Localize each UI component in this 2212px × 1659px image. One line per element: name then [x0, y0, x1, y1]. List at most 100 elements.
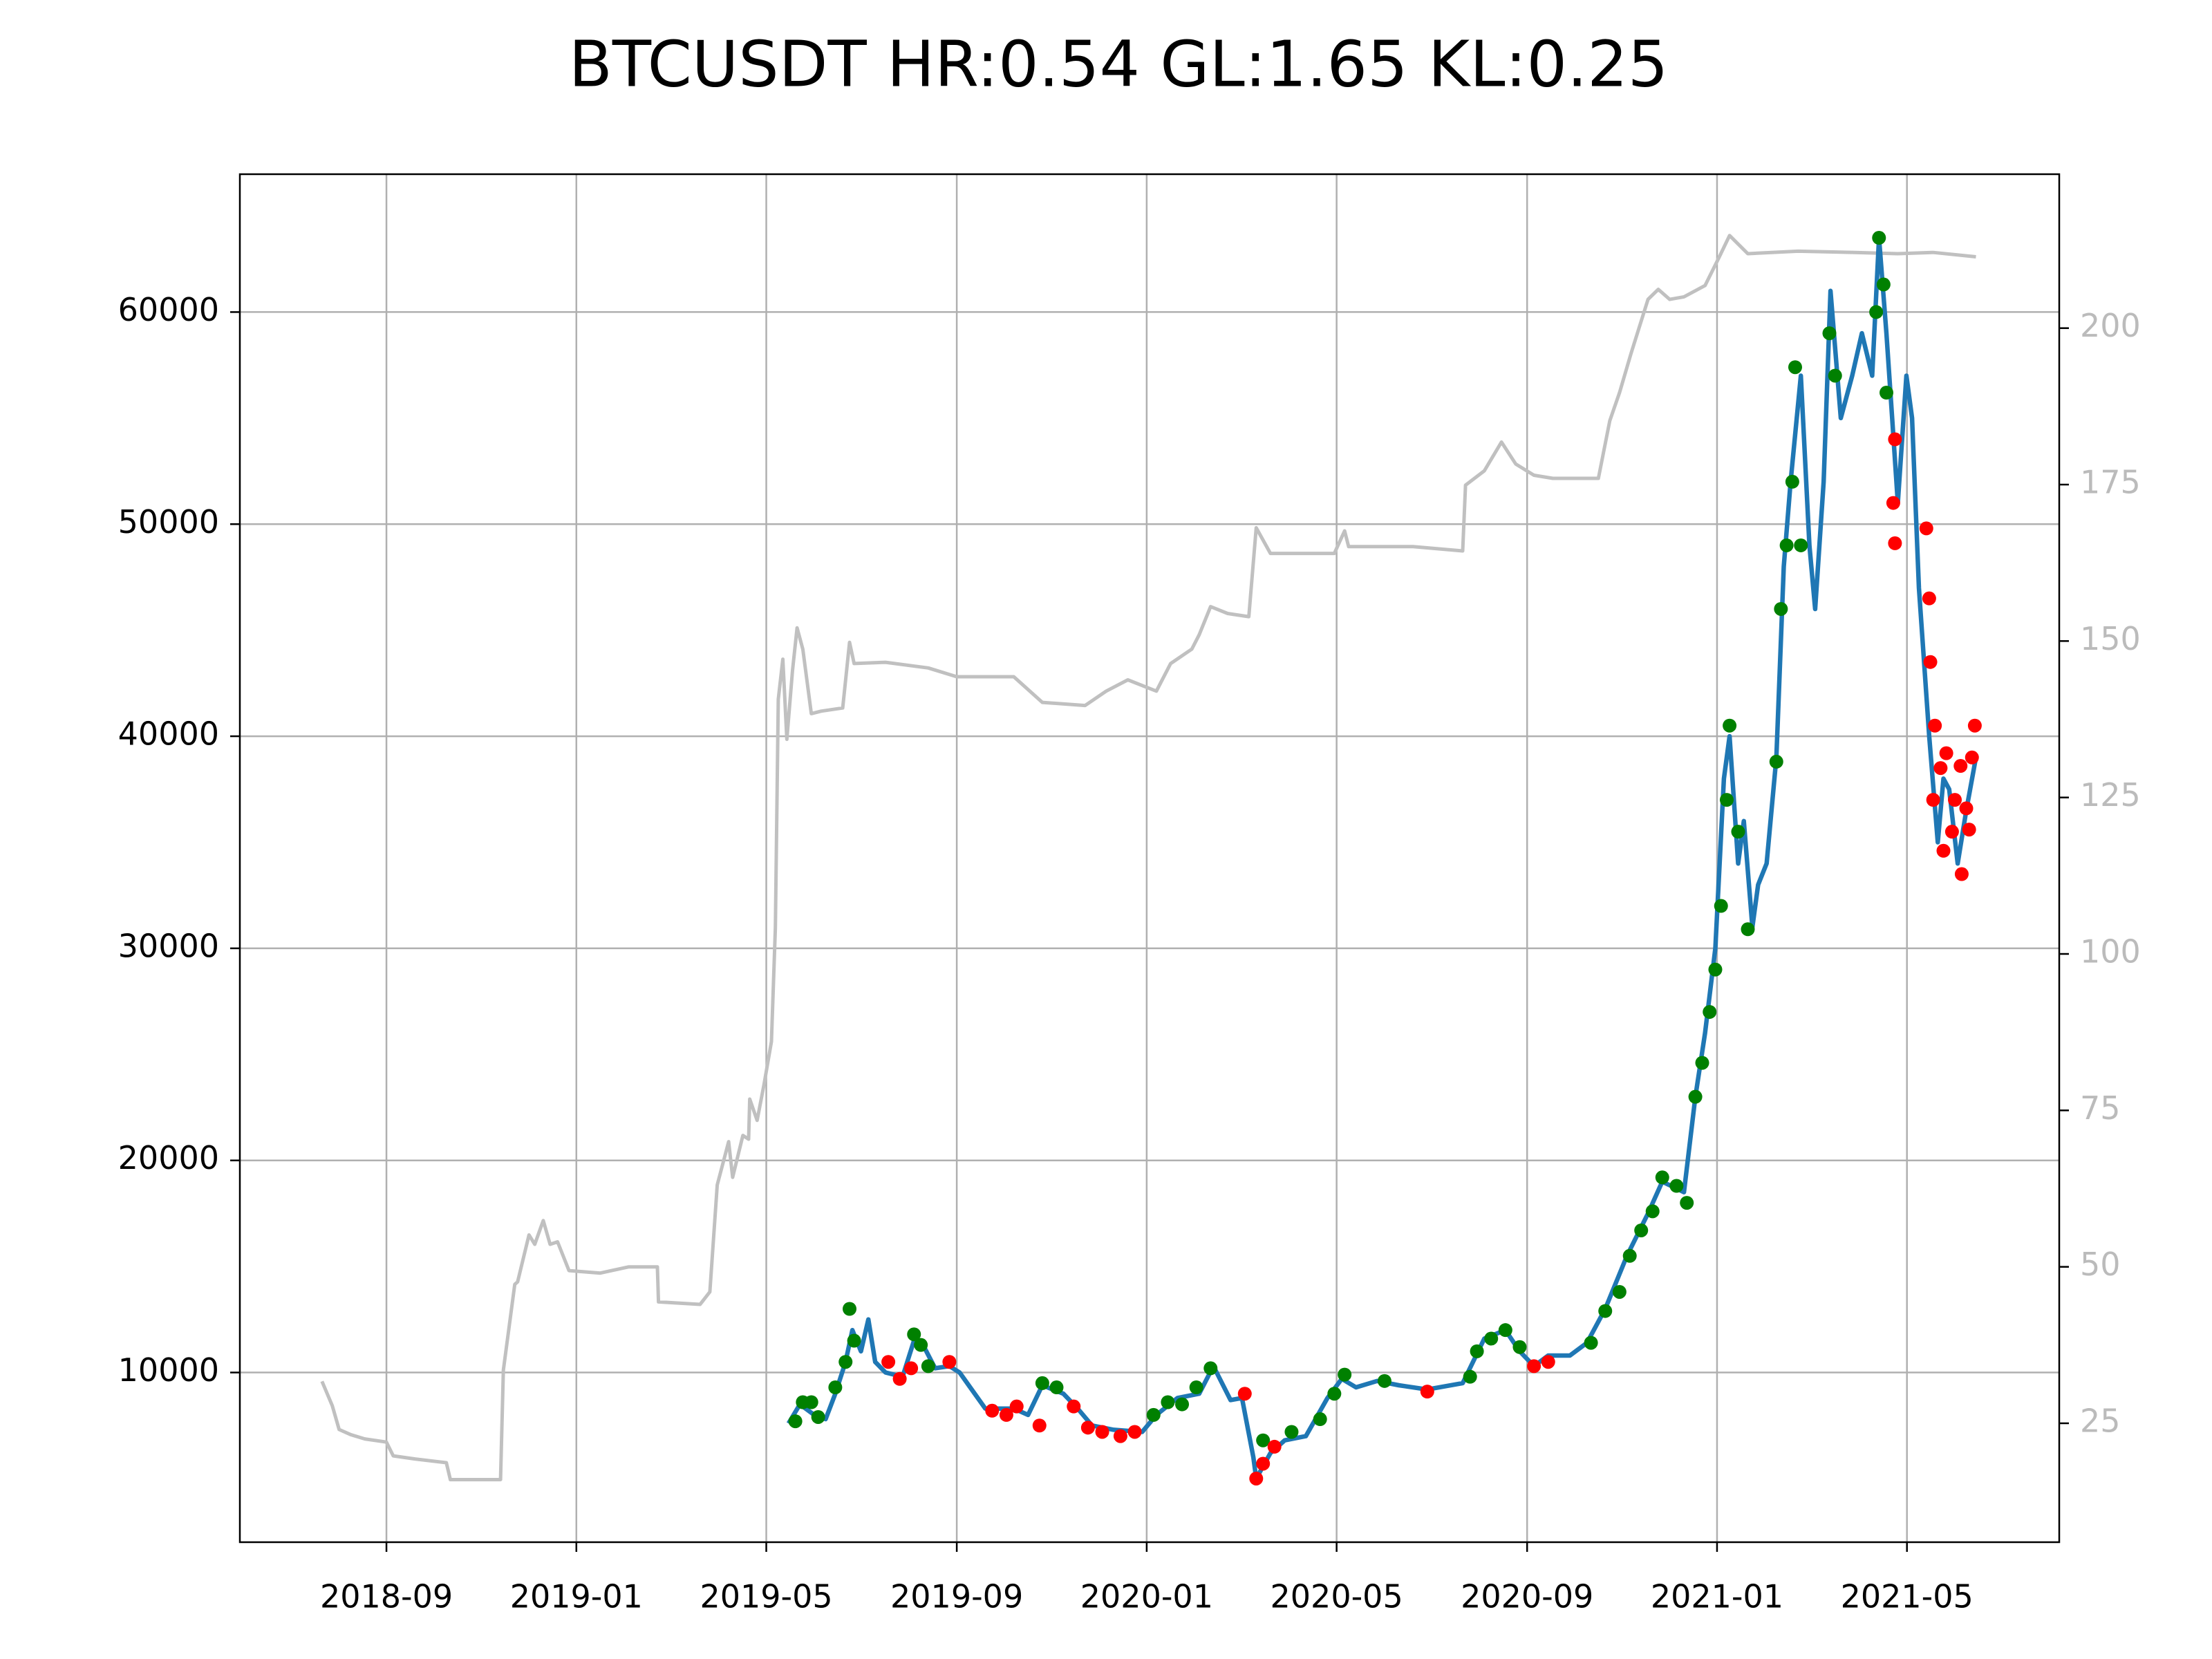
signal-dot [1965, 750, 1979, 765]
signal-dot [1189, 1380, 1203, 1395]
signal-dot [881, 1355, 896, 1369]
y-tick-label: 60000 [118, 291, 219, 328]
x-tick-label: 2020-01 [1080, 1578, 1213, 1615]
signal-dot [1256, 1433, 1271, 1447]
signal-dot [1888, 536, 1902, 550]
signal-dot [1944, 825, 1959, 839]
x-tick-label: 2019-05 [700, 1578, 832, 1615]
signal-dot [1009, 1399, 1024, 1414]
signal-dot [1769, 754, 1783, 769]
signal-dot [1146, 1407, 1161, 1422]
signal-dot [1731, 825, 1745, 839]
signal-dot [1420, 1385, 1434, 1399]
signal-dot [1708, 962, 1723, 977]
y2-tick-label: 125 [2080, 776, 2141, 814]
signal-dot [1962, 823, 1976, 837]
signal-dot [1928, 718, 1942, 733]
signal-dot [1527, 1359, 1541, 1374]
series-line [320, 234, 1976, 1481]
signal-dot [1886, 496, 1900, 510]
signal-dot [1954, 867, 1969, 881]
signal-dot [985, 1403, 1000, 1418]
signal-dot [1249, 1471, 1264, 1485]
signal-dot [1612, 1284, 1627, 1299]
signal-dot [1484, 1331, 1499, 1346]
signal-dot [843, 1302, 857, 1316]
signal-dot [1936, 843, 1951, 858]
signal-dot [1634, 1223, 1649, 1237]
x-tick-label: 2020-05 [1271, 1578, 1403, 1615]
signal-dot [1714, 899, 1728, 913]
y-tick-label: 50000 [118, 503, 219, 541]
signal-dot [1256, 1456, 1271, 1471]
signal-dot [1923, 655, 1938, 669]
signal-dot [1541, 1355, 1555, 1369]
signal-dot [999, 1407, 1013, 1422]
y2-tick-label: 50 [2080, 1246, 2121, 1283]
y-tick-label: 30000 [118, 927, 219, 964]
signal-dot [811, 1409, 825, 1424]
signal-dot [1080, 1421, 1095, 1435]
signal-dot [1284, 1425, 1299, 1439]
signal-dot [907, 1327, 921, 1342]
signal-dot [1622, 1248, 1637, 1263]
signal-dot [1876, 277, 1891, 292]
signal-dot [1127, 1425, 1142, 1439]
signal-dot [1463, 1369, 1477, 1384]
signal-dot [1669, 1179, 1684, 1193]
y2-tick-label: 25 [2080, 1402, 2121, 1439]
signal-dot [1680, 1196, 1694, 1210]
x-tick-label: 2019-09 [890, 1578, 1023, 1615]
signal-dot [1695, 1056, 1709, 1070]
signal-dot [914, 1338, 928, 1352]
y2-tick-label: 200 [2080, 307, 2141, 344]
signal-dot [942, 1355, 957, 1369]
signal-dot [847, 1333, 861, 1348]
signal-dot [1470, 1344, 1484, 1358]
y-tick-label: 10000 [118, 1351, 219, 1389]
y2-tick-label: 100 [2080, 933, 2141, 971]
signal-dot [1655, 1170, 1669, 1185]
signal-dot [1113, 1429, 1127, 1443]
signal-dot [1779, 538, 1794, 552]
x-tick-label: 2021-01 [1651, 1578, 1783, 1615]
x-tick-label: 2019-01 [510, 1578, 643, 1615]
signal-dot [1703, 1004, 1717, 1019]
signal-dot [1774, 601, 1788, 616]
signal-dot [1959, 801, 1974, 816]
signal-dot [1933, 761, 1948, 776]
signal-dot [1203, 1361, 1218, 1376]
signal-dot [1926, 793, 1940, 807]
x-tick-label: 2021-05 [1841, 1578, 1974, 1615]
signal-dot [1788, 360, 1802, 375]
x-tick-label: 2018-09 [320, 1578, 453, 1615]
signal-dot [788, 1414, 803, 1429]
signal-dot [1267, 1439, 1282, 1454]
signal-dot [1338, 1367, 1352, 1382]
signal-dot [904, 1361, 919, 1376]
grid [240, 174, 2059, 1542]
signal-dot [1822, 326, 1837, 341]
signal-dot [1598, 1304, 1613, 1318]
signal-dot [1741, 922, 1755, 937]
signal-dot [1035, 1376, 1049, 1390]
signal-dot [1785, 474, 1799, 489]
signal-dot [1584, 1335, 1598, 1350]
signal-dot [1953, 759, 1968, 774]
signal-dot [1512, 1340, 1527, 1354]
signal-dot [1645, 1204, 1660, 1219]
chart-title: BTCUSDT HR:0.54 GL:1.65 KL:0.25 [569, 27, 1669, 101]
axes-frame [238, 173, 2061, 1544]
axes: 2018-09 2019-01 2019-05 2019-09 2020-01 2020-… [118, 291, 2141, 1615]
signal-dot [1327, 1387, 1342, 1401]
signal-dot [1067, 1399, 1081, 1414]
signal-dot [1719, 793, 1734, 807]
signal-dot [1967, 718, 1982, 733]
y2-tick-label: 150 [2080, 620, 2141, 657]
signal-dot [1161, 1395, 1175, 1409]
y-tick-label: 40000 [118, 715, 219, 753]
signal-dot [1313, 1412, 1327, 1427]
x-tick-label: 2020-09 [1461, 1578, 1593, 1615]
